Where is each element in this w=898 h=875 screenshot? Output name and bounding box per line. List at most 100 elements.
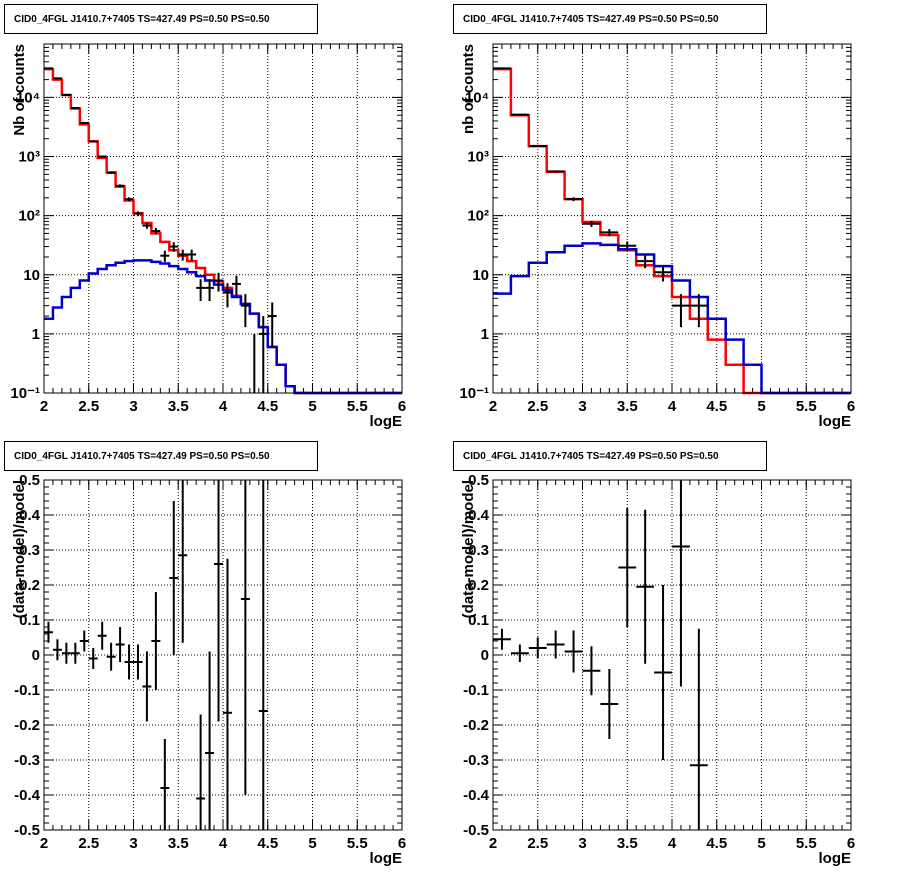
- data-point: [654, 265, 672, 282]
- chart-residual-left: 2 2.5 3 3.5 4 4.5 5 5.5 6 -0.5 -0.4 -0.3 -0.2 -0.1 0 0.…: [11, 472, 406, 867]
- x-tick-label: 6: [398, 398, 406, 415]
- data-point: [223, 283, 232, 308]
- data-point: [205, 279, 215, 301]
- data-point: [196, 279, 206, 301]
- y-tick-label: 0.4: [19, 507, 41, 524]
- data-point: [564, 630, 583, 673]
- panel-residual-right: 2 2.5 3 3.5 4 4.5 5 5.5 6 -0.5 -0.4 -0.3 -0.2 -0.1 0 0.…: [449, 437, 898, 874]
- data-point: [582, 220, 601, 227]
- x-axis-label: logE: [819, 413, 852, 430]
- y-tick-label: 1: [481, 326, 489, 343]
- x-tick-label: 5: [757, 398, 765, 415]
- data-point: [600, 229, 619, 237]
- data-point: [151, 227, 161, 235]
- data-point: [636, 509, 655, 664]
- y-tick-label: 0.5: [19, 472, 40, 489]
- x-axis-label: logE: [370, 413, 403, 430]
- y-tick-label: 10³: [467, 149, 489, 166]
- data-point: [223, 558, 232, 830]
- y-tick-label: -0.3: [14, 752, 40, 769]
- panel-title: CID0_4FGL J1410.7+7405 TS=427.49 PS=0.50…: [453, 4, 767, 34]
- plot-frame: [492, 43, 852, 394]
- x-tick-label: 2.5: [527, 835, 548, 852]
- y-tick-label: 1: [32, 326, 40, 343]
- data-point: [169, 242, 179, 252]
- x-tick-label: 2.5: [527, 398, 548, 415]
- data-point: [178, 249, 188, 261]
- x-tick-label: 4.5: [706, 398, 727, 415]
- x-tick-label: 4.5: [257, 835, 278, 852]
- data-point: [672, 294, 690, 328]
- panel-counts-left: 2 2.5 3 3.5 4 4.5 5 5.5 6 10⁻¹ 1 10 10² 10³ 10⁴ logE Nb …: [0, 0, 449, 437]
- y-axis-label: Nb of counts: [11, 44, 28, 136]
- data-point: [178, 480, 188, 643]
- x-tick-label: 3: [578, 398, 586, 415]
- data-point: [160, 250, 170, 262]
- y-axis-label: (data-model)/model: [460, 480, 477, 618]
- data-point: [106, 171, 116, 174]
- data-point: [582, 646, 601, 696]
- data-point: [618, 241, 637, 251]
- x-tick-label: 6: [847, 835, 855, 852]
- x-tick-label: 5: [308, 398, 316, 415]
- y-tick-label: -0.4: [463, 787, 490, 804]
- y-tick-label: 10²: [18, 208, 40, 225]
- y-tick-label: 10: [472, 267, 489, 284]
- chart-counts-right: 2 2.5 3 3.5 4 4.5 5 5.5 6 10⁻¹ 1 10 10² 10³ 10⁴ logE nb …: [459, 43, 855, 430]
- x-tick-label: 5.5: [347, 835, 368, 852]
- x-tick-label: 5.5: [796, 835, 817, 852]
- x-tick-label: 3.5: [617, 835, 638, 852]
- data-point: [214, 272, 223, 292]
- y-tick-label: 0.1: [468, 612, 489, 629]
- x-tick-label: 2.5: [78, 398, 99, 415]
- data-point: [124, 197, 134, 202]
- x-tick-label: 3: [129, 398, 137, 415]
- y-tick-label: -0.2: [14, 717, 40, 734]
- y-tick-label: -0.1: [14, 682, 40, 699]
- x-tick-label: 3.5: [617, 398, 638, 415]
- data-point: [70, 642, 80, 664]
- histogram-series-source-model: [493, 242, 851, 395]
- x-tick-label: 5: [308, 835, 316, 852]
- data-point: [528, 145, 547, 148]
- plot-frame: [492, 479, 852, 831]
- data-point: [258, 480, 268, 830]
- data-point: [672, 480, 690, 687]
- data-point: [79, 630, 89, 652]
- x-tick-label: 5.5: [347, 398, 368, 415]
- x-tick-label: 4.5: [257, 398, 278, 415]
- y-axis-label: nb of counts: [460, 44, 477, 134]
- data-point: [493, 628, 511, 650]
- data-point: [115, 184, 125, 188]
- y-tick-label: -0.5: [14, 822, 40, 839]
- data-point: [88, 140, 98, 143]
- x-tick-label: 2: [489, 835, 497, 852]
- x-tick-label: 2: [489, 398, 497, 415]
- data-point: [600, 669, 619, 739]
- data-point: [124, 644, 134, 680]
- x-tick-label: 5: [757, 835, 765, 852]
- chart-residual-right: 2 2.5 3 3.5 4 4.5 5 5.5 6 -0.5 -0.4 -0.3 -0.2 -0.1 0 0.…: [460, 472, 855, 867]
- plot-frame: [43, 43, 403, 394]
- data-point: [142, 651, 152, 722]
- data-point: [267, 302, 277, 347]
- x-tick-label: 6: [847, 398, 855, 415]
- panel-title: CID0_4FGL J1410.7+7405 TS=427.49 PS=0.50…: [453, 441, 767, 471]
- chart-counts-left: 2 2.5 3 3.5 4 4.5 5 5.5 6 10⁻¹ 1 10 10² 10³ 10⁴ logE Nb …: [10, 43, 406, 430]
- y-tick-label: 0: [32, 647, 40, 664]
- x-tick-label: 4: [668, 835, 677, 852]
- data-point: [97, 621, 107, 650]
- x-axis-label: logE: [819, 850, 852, 867]
- y-tick-label: 0.3: [468, 542, 489, 559]
- data-point: [231, 275, 241, 296]
- y-tick-label: 10⁻¹: [10, 385, 40, 402]
- y-tick-label: 0.2: [19, 577, 40, 594]
- y-tick-label: -0.5: [463, 822, 489, 839]
- panel-title: CID0_4FGL J1410.7+7405 TS=427.49 PS=0.50…: [4, 4, 318, 34]
- y-tick-label: 10⁻¹: [459, 385, 489, 402]
- data-point: [689, 628, 708, 830]
- y-tick-label: 10³: [18, 149, 40, 166]
- data-point: [44, 621, 53, 643]
- data-point: [133, 211, 143, 217]
- x-tick-label: 3.5: [168, 398, 189, 415]
